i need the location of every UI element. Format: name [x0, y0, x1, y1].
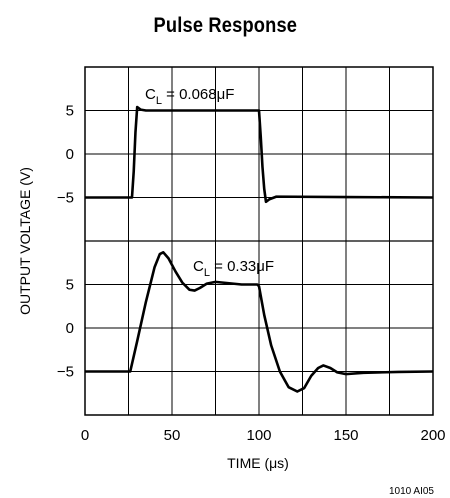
- y-tick-label: 0: [66, 146, 74, 163]
- footer-code: 1010 AI05: [389, 486, 434, 497]
- y-tick-label: 5: [66, 277, 74, 294]
- x-tick-label: 200: [420, 427, 445, 444]
- tick-label-layer: 50−550−50 50 100 150 200: [57, 103, 446, 445]
- chart-title: Pulse Response: [153, 14, 298, 37]
- series-line: [85, 105, 434, 204]
- y-tick-label: −5: [57, 190, 74, 207]
- series-layer: [85, 105, 434, 393]
- y-tick-label: −5: [57, 364, 74, 381]
- plot-frame: [84, 66, 434, 416]
- y-tick-label: 5: [66, 103, 74, 120]
- annotation-top: CL = 0.068μF: [145, 86, 234, 107]
- y-axis-label: OUTPUT VOLTAGE (V): [17, 167, 33, 315]
- frame-layer: [84, 66, 434, 416]
- series-line: [85, 251, 434, 393]
- x-tick-label: 100: [246, 427, 271, 444]
- x-tick-label: 150: [333, 427, 358, 444]
- y-tick-label: 0: [66, 320, 74, 337]
- annotation-bottom: CL = 0.33μF: [193, 258, 274, 279]
- x-axis-label: TIME (μs): [227, 455, 289, 471]
- x-tick-label: 50: [164, 427, 181, 444]
- x-tick-label: 0: [81, 427, 89, 444]
